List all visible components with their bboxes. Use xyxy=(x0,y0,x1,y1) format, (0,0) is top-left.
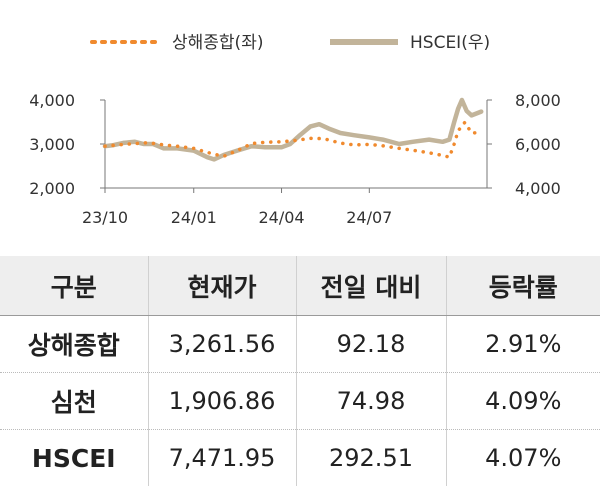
index-table: 구분 현재가 전일 대비 등락률 상해종합 3,261.56 92.18 2.9… xyxy=(0,256,600,486)
x-tick-label: 24/04 xyxy=(258,208,304,227)
table-row: 상해종합 3,261.56 92.18 2.91% xyxy=(0,316,600,373)
row-day-change: 92.18 xyxy=(296,316,446,373)
row-day-change: 74.98 xyxy=(296,373,446,430)
left-tick-label: 2,000 xyxy=(29,179,75,198)
left-tick-label: 3,000 xyxy=(29,135,75,154)
right-tick-label: 8,000 xyxy=(515,91,561,110)
right-tick-label: 6,000 xyxy=(515,135,561,154)
legend: 상해종합(좌) HSCEI(우) xyxy=(92,33,490,53)
legend-label-hscei: HSCEI(우) xyxy=(410,33,490,53)
legend-label-shanghai: 상해종합(좌) xyxy=(172,33,263,53)
row-current-price: 1,906.86 xyxy=(148,373,296,430)
header-current-price: 현재가 xyxy=(148,256,296,316)
series-line-hscei xyxy=(105,100,481,159)
row-name: 상해종합 xyxy=(0,316,148,373)
table-row: 심천 1,906.86 74.98 4.09% xyxy=(0,373,600,430)
table-header-row: 구분 현재가 전일 대비 등락률 xyxy=(0,256,600,316)
line-chart: 상해종합(좌) HSCEI(우) 4,000 3,000 2,000 8,000 6,0… xyxy=(0,0,600,255)
header-day-change: 전일 대비 xyxy=(296,256,446,316)
row-change-rate: 2.91% xyxy=(446,316,600,373)
x-tick-label: 23/10 xyxy=(82,208,128,227)
row-change-rate: 4.07% xyxy=(446,430,600,486)
right-tick-label: 4,000 xyxy=(515,179,561,198)
x-tick-label: 24/07 xyxy=(346,208,392,227)
row-name: HSCEI xyxy=(0,430,148,486)
row-day-change: 292.51 xyxy=(296,430,446,486)
row-current-price: 3,261.56 xyxy=(148,316,296,373)
x-tick-label: 24/01 xyxy=(171,208,217,227)
table-row: HSCEI 7,471.95 292.51 4.07% xyxy=(0,430,600,486)
row-change-rate: 4.09% xyxy=(446,373,600,430)
header-change-rate: 등락률 xyxy=(446,256,600,316)
header-category: 구분 xyxy=(0,256,148,316)
left-tick-label: 4,000 xyxy=(29,91,75,110)
row-current-price: 7,471.95 xyxy=(148,430,296,486)
row-name: 심천 xyxy=(0,373,148,430)
